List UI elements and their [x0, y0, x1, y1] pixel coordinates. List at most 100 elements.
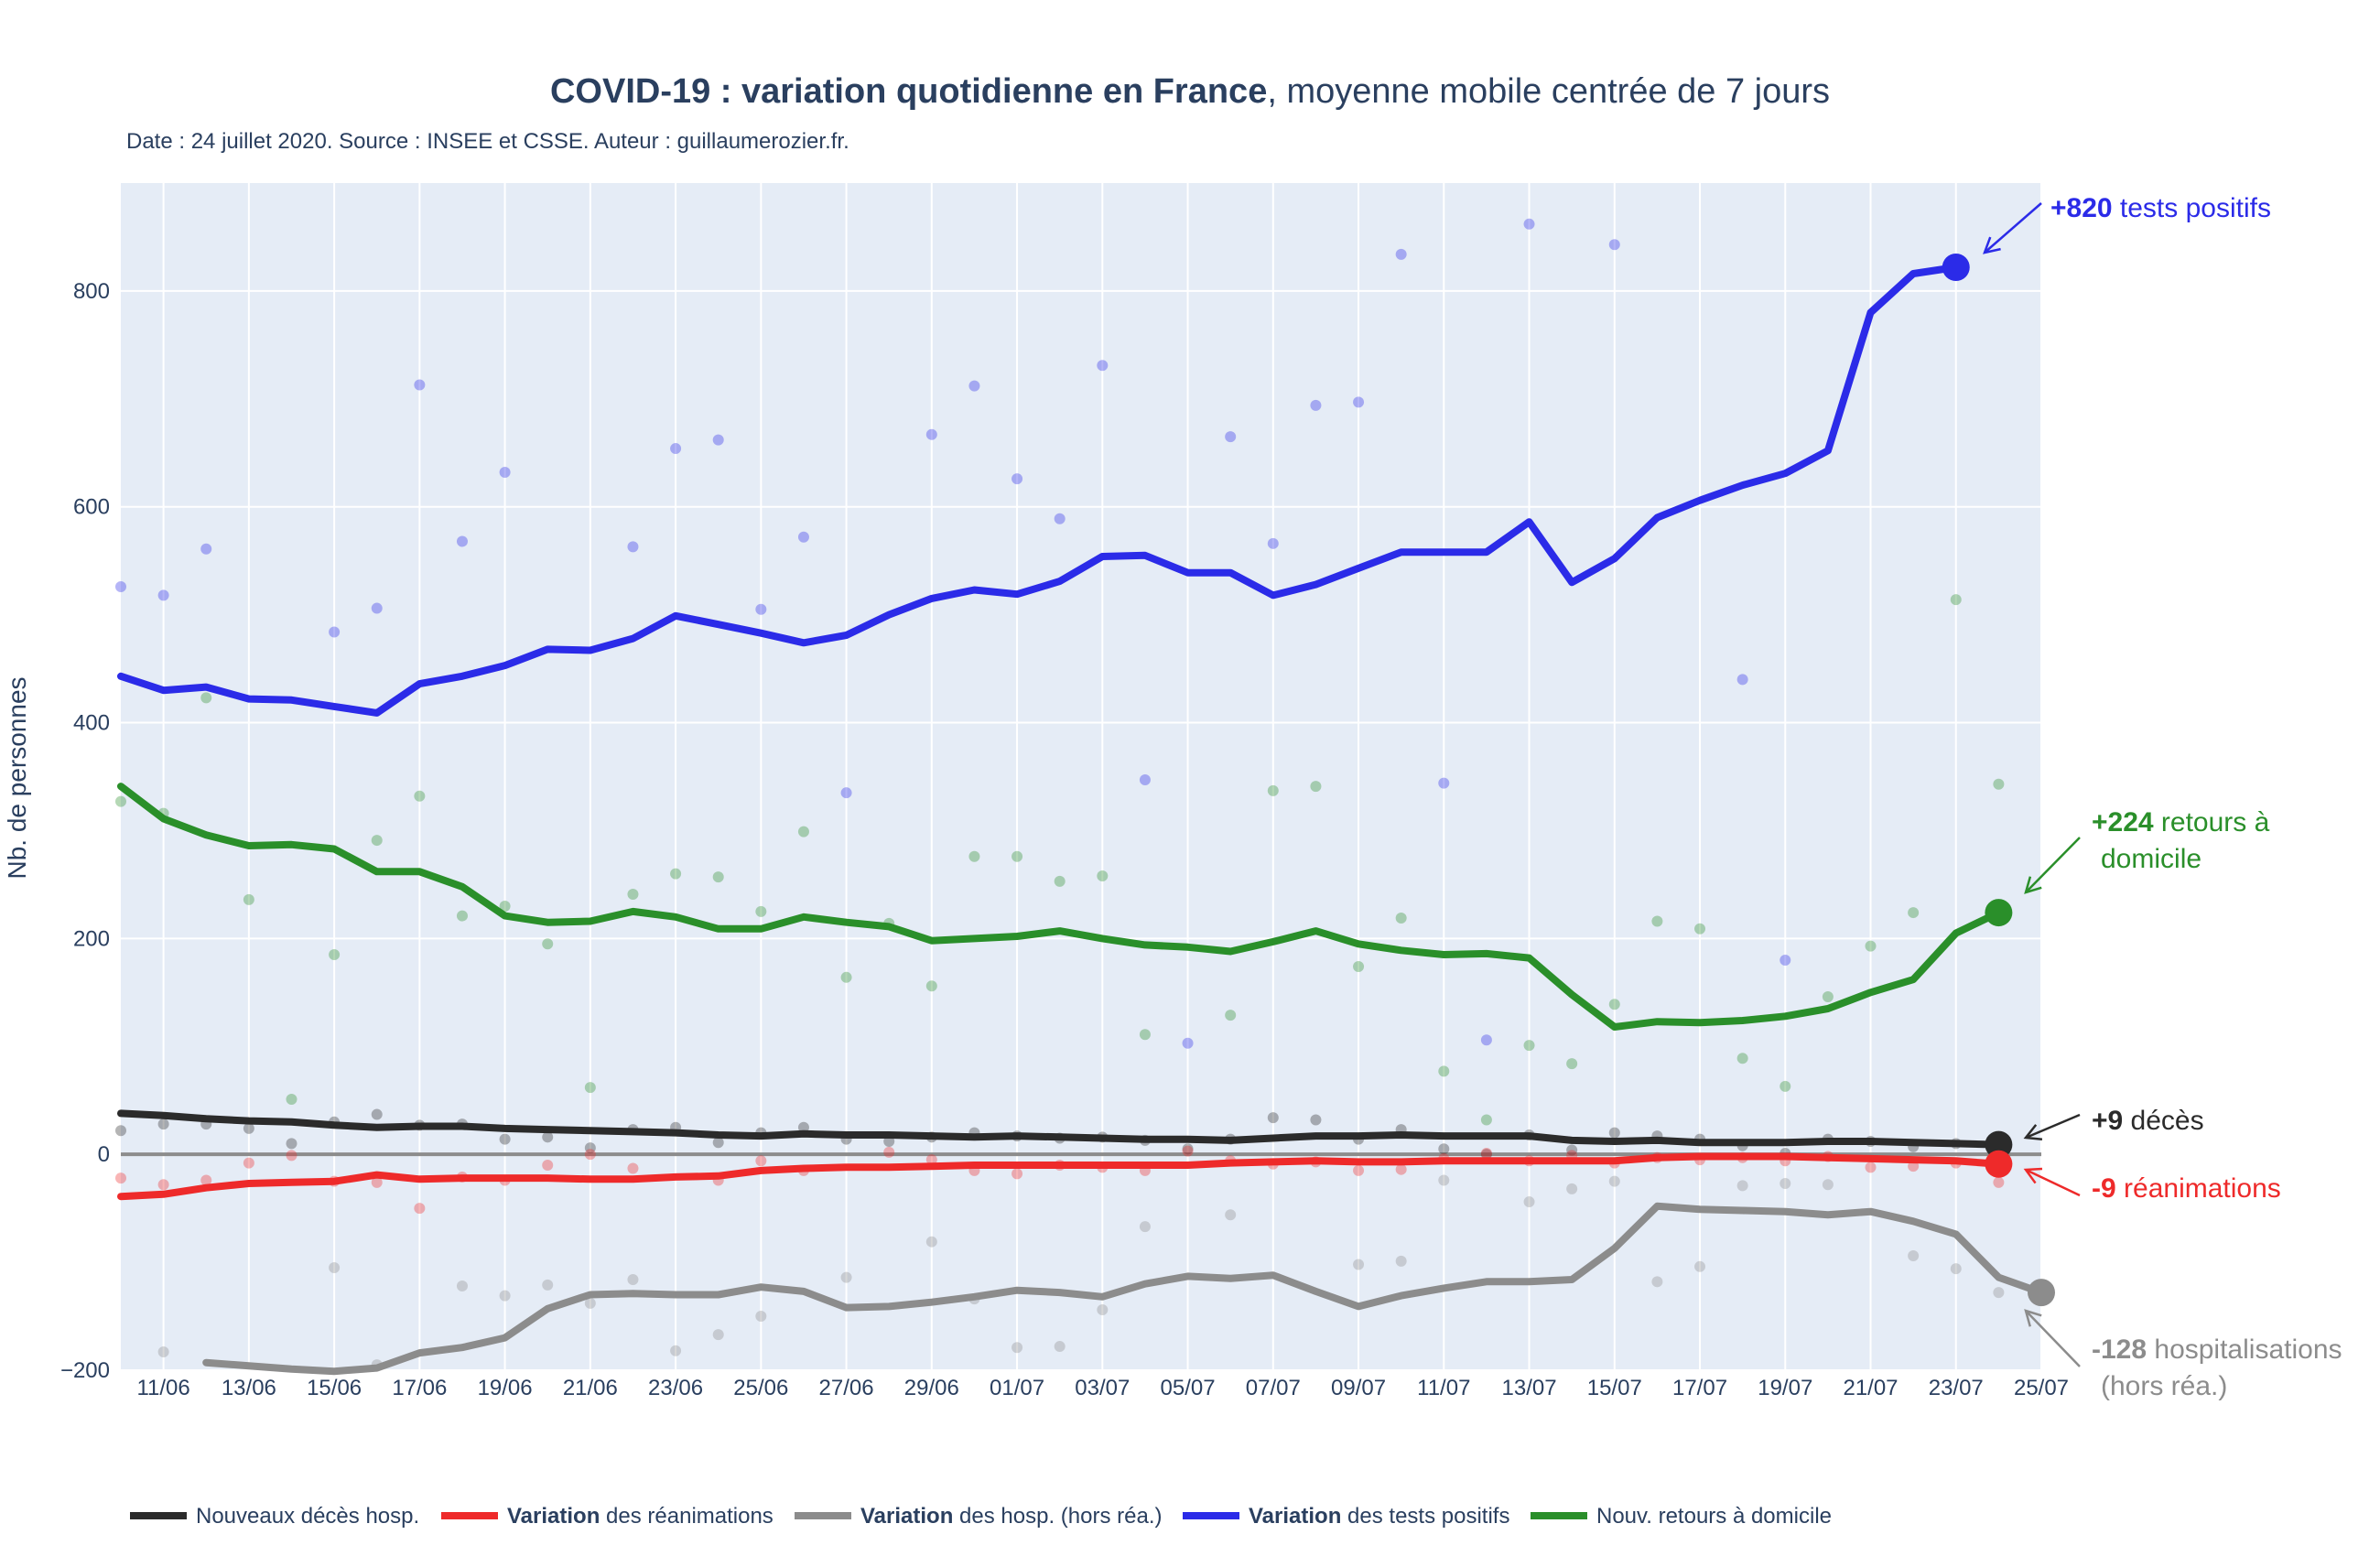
hosp-daily-point	[1993, 1287, 2005, 1299]
rad-daily-point	[712, 871, 724, 883]
tests-daily-point	[968, 380, 980, 392]
rea-daily-point	[1353, 1164, 1365, 1176]
hosp-daily-point	[1395, 1255, 1407, 1267]
hosp-annotation-arrow	[2025, 1310, 2081, 1367]
tests-daily-point	[115, 580, 126, 592]
x-tick-label: 17/07	[1672, 1376, 1727, 1400]
rad-daily-point	[925, 980, 937, 992]
rad-daily-point	[670, 868, 682, 880]
y-tick-label: −200	[60, 1358, 110, 1383]
tests-daily-point	[925, 428, 937, 440]
y-tick-label: 400	[73, 711, 110, 736]
annotations: +820 tests positifs +224 retours à domicil…	[1983, 193, 2342, 1401]
x-tick-label: 09/07	[1331, 1376, 1386, 1400]
tests-daily-point	[1480, 1034, 1492, 1046]
hosp-daily-point	[1822, 1179, 1834, 1191]
rea-last-marker	[1985, 1150, 2013, 1178]
rad-daily-point	[1993, 778, 2005, 790]
tests-daily-point	[371, 602, 383, 614]
y-axis-title: Nb. de personnes	[3, 676, 31, 879]
x-tick-label: 15/07	[1587, 1376, 1642, 1400]
rad-daily-point	[1865, 940, 1877, 952]
deces-daily-point	[286, 1138, 298, 1150]
rad-daily-point	[499, 900, 511, 912]
deces-annotation-value: +9	[2092, 1106, 2123, 1136]
rad-legend-label: Nouv. retours à domicile	[1596, 1504, 1832, 1529]
rea-legend-label-text: des réanimations	[600, 1504, 773, 1529]
tests-daily-point	[1780, 954, 1791, 966]
rad-daily-point	[1908, 907, 1920, 919]
tests-daily-point	[1736, 674, 1748, 686]
rea-daily-point	[1395, 1163, 1407, 1175]
rea-annotation-arrow	[2025, 1168, 2081, 1197]
rea-daily-point	[157, 1179, 169, 1191]
tests-daily-point	[200, 543, 212, 555]
rea-daily-point	[414, 1203, 426, 1215]
tests-daily-point	[499, 466, 511, 478]
hosp-daily-point	[157, 1345, 169, 1357]
rea-daily-point	[1865, 1162, 1877, 1173]
rad-daily-point	[1608, 999, 1620, 1010]
hosp-daily-point	[1012, 1342, 1023, 1354]
tests-annotation-arrow	[1984, 202, 2042, 254]
hosp-daily-point	[1694, 1260, 1706, 1272]
rea-annotation-text: réanimations	[2116, 1173, 2281, 1204]
rad-daily-point	[414, 790, 426, 802]
rea-daily-point	[200, 1174, 212, 1186]
chart-title-rest: , moyenne mobile centrée de 7 jours	[1267, 72, 1830, 111]
tests-daily-point	[1182, 1037, 1194, 1049]
rad-daily-point	[542, 938, 554, 950]
hosp-legend-label-text: des hosp. (hors réa.)	[953, 1504, 1162, 1529]
rad-daily-point	[968, 850, 980, 862]
hosp-annotation-value: -128	[2092, 1334, 2147, 1365]
hosp-daily-point	[627, 1273, 639, 1285]
hosp-daily-point	[1054, 1341, 1066, 1353]
rea-annotation-value: -9	[2092, 1173, 2116, 1204]
x-tick-label: 29/06	[904, 1376, 959, 1400]
deces-daily-point	[1608, 1127, 1620, 1139]
x-tick-label: 23/06	[648, 1376, 703, 1400]
hosp-daily-point	[840, 1271, 852, 1283]
hosp-daily-point	[1139, 1221, 1151, 1233]
rad-daily-point	[840, 971, 852, 983]
rad-daily-point	[456, 910, 468, 922]
hosp-daily-point	[542, 1279, 554, 1291]
hosp-daily-point	[584, 1297, 596, 1309]
hosp-daily-point	[1353, 1259, 1365, 1270]
chart-title-bold: COVID-19 : variation quotidienne en Fran…	[550, 72, 1267, 111]
x-tick-label: 27/06	[819, 1376, 874, 1400]
x-tick-label: 05/07	[1161, 1376, 1216, 1400]
hosp-daily-point	[1097, 1303, 1109, 1315]
rad-legend-label-text: Nouv. retours à domicile	[1596, 1504, 1832, 1529]
rad-daily-point	[797, 826, 809, 837]
rad-daily-point	[1523, 1040, 1535, 1052]
deces-annotation-arrow	[2025, 1113, 2081, 1140]
x-tick-label: 21/06	[563, 1376, 618, 1400]
tests-annotation-arrowhead	[1983, 236, 2001, 254]
hosp-daily-point	[1523, 1196, 1535, 1208]
tests-daily-point	[1353, 396, 1365, 408]
tests-daily-point	[1523, 218, 1535, 230]
deces-daily-point	[797, 1121, 809, 1133]
x-tick-label: 01/07	[990, 1376, 1044, 1400]
rad-daily-point	[1780, 1080, 1791, 1092]
deces-legend-label-text: Nouveaux décès hosp.	[196, 1504, 419, 1529]
tests-daily-point	[329, 626, 341, 638]
tests-legend-label-bold: Variation	[1249, 1504, 1341, 1529]
x-tick-label: 25/06	[733, 1376, 788, 1400]
tests-daily-point	[1139, 774, 1151, 786]
rad-daily-point	[1225, 1010, 1237, 1021]
rad-daily-point	[1950, 594, 1962, 606]
tests-legend-label-text: des tests positifs	[1341, 1504, 1509, 1529]
hosp-daily-point	[1780, 1178, 1791, 1190]
x-tick-label: 19/07	[1758, 1376, 1812, 1400]
rad-daily-point	[1694, 923, 1706, 935]
deces-series-line	[117, 1109, 2003, 1149]
tests-daily-point	[840, 787, 852, 799]
x-tick-label: 13/06	[222, 1376, 276, 1400]
x-tick-label: 25/07	[2014, 1376, 2069, 1400]
rad-daily-point	[1438, 1065, 1450, 1077]
deces-daily-point	[584, 1142, 596, 1154]
rad-daily-point	[755, 905, 767, 917]
rad-daily-point	[329, 949, 341, 961]
